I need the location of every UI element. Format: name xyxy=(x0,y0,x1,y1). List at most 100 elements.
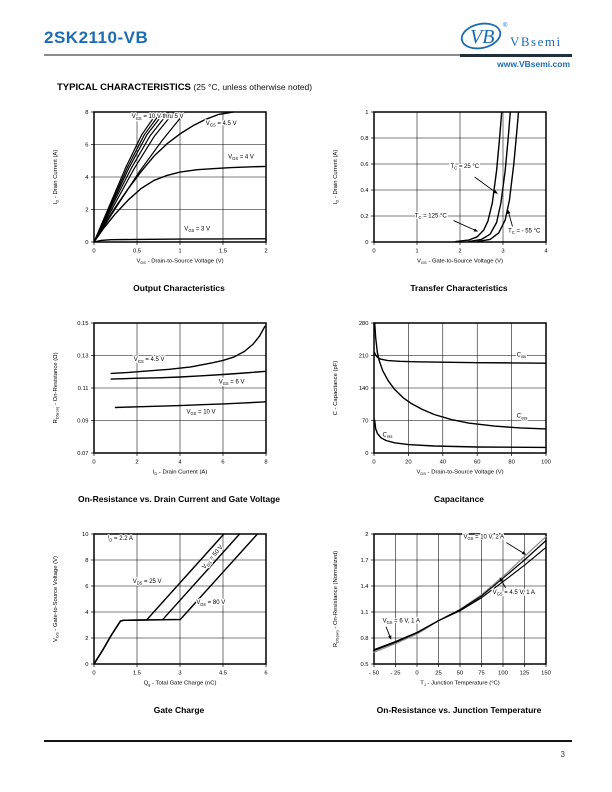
x-tick-label: - 50 xyxy=(369,671,379,677)
x-tick-label: 3 xyxy=(501,249,504,255)
x-tick-label: 0 xyxy=(92,249,95,255)
x-tick-label: 125 xyxy=(520,671,530,677)
y-axis-label: RDS(on) - On-Resistance (Ω) xyxy=(53,352,60,423)
series-group xyxy=(93,533,259,665)
y-tick-label: 0.07 xyxy=(77,451,88,457)
chart-on-resistance-vs-junction-temperature: - 50 - 25 0 25 50 75 100 125 150 0.5 0.8 1.1 1.4 1.7 2… xyxy=(326,526,566,715)
y-tick-label: 0.6 xyxy=(360,162,368,168)
section-heading: TYPICAL CHARACTERISTICS (25 °C, unless o… xyxy=(57,82,312,93)
x-axis-label: VDS - Drain-to-Source Voltage (V) xyxy=(136,259,223,266)
chart-canvas-on-resistance-vs-junction-temperature: - 50 - 25 0 25 50 75 100 125 150 0.5 0.8 1.1 1.4 1.7 2… xyxy=(326,526,566,698)
y-tick-label: 0.5 xyxy=(360,662,368,668)
series-ciss xyxy=(373,352,547,364)
arrowhead-icon xyxy=(499,577,504,582)
annotations: VGS = 4.5 V VGS = 6 V VGS = 10 V xyxy=(132,356,245,417)
logo-brand-text: VBsemi xyxy=(510,34,562,49)
y-tick-label: 0.11 xyxy=(78,386,89,392)
series-coss xyxy=(374,322,547,430)
curve-label: VGS = 3 V xyxy=(184,226,210,233)
series-vgs-6v-line5 xyxy=(93,111,175,243)
chart-svg-capacitance: 0 20 40 60 80 100 0 70 140 210 280 VDS - Drain-to-S… xyxy=(333,321,551,476)
x-tick-label: 3 xyxy=(178,671,181,677)
curve-label: Ciss xyxy=(517,352,526,359)
y-tick-label: 0.4 xyxy=(360,188,369,194)
x-tick-label: 0 xyxy=(92,671,95,677)
y-tick-label: 4 xyxy=(85,175,89,181)
y-tick-label: 280 xyxy=(359,321,369,327)
x-tick-label: 1 xyxy=(415,249,418,255)
curve-label: TC = 25 °C xyxy=(451,164,480,171)
y-tick-label: 0.09 xyxy=(77,419,88,425)
y-axis-label: RDS(on) - On-Resistance (Normalized) xyxy=(333,551,340,648)
x-tick-label: 1 xyxy=(178,249,181,255)
chart-title-output-characteristics: Output Characteristics xyxy=(133,283,225,293)
chart-gate-charge: 0 1.5 3 4.5 6 0 2 4 6 8 10 Qg - Total Gate Charge (… xyxy=(46,526,286,715)
registered-mark-icon: ® xyxy=(503,22,508,29)
y-tick-label: 2 xyxy=(365,532,368,538)
y-tick-label: 0.8 xyxy=(360,136,368,142)
series-vgs-4-5v xyxy=(93,111,234,243)
series-tc-55c xyxy=(476,111,520,243)
x-tick-label: 0 xyxy=(372,460,375,466)
x-axis-label: Qg - Total Gate Charge (nC) xyxy=(144,681,217,688)
annotations: ID = 2.2 A VDS = 25 V VDS = 50 V VDS = 80 V xyxy=(106,535,226,609)
series-group xyxy=(110,325,267,409)
grid-lines xyxy=(374,323,546,453)
arrowhead-icon xyxy=(521,551,527,555)
curve-label: VGS = 4.5 V, 1 A xyxy=(493,590,535,597)
series-tc-125c xyxy=(455,111,503,243)
chart-svg-on-resistance-vs-drain-current: 0 2 4 6 8 0.07 0.09 0.11 0.13 0.15 ID - Drain Curr… xyxy=(53,321,268,477)
y-tick-label: 2 xyxy=(85,636,88,642)
series-group xyxy=(373,536,547,653)
curve-label: Crss xyxy=(383,432,393,439)
header-rule xyxy=(44,54,572,57)
grid-lines xyxy=(374,112,546,242)
y-tick-label: 4 xyxy=(85,610,89,616)
chart-capacitance: 0 20 40 60 80 100 0 70 140 210 280 VDS - Drain-to-S… xyxy=(326,315,566,504)
y-tick-label: 1.1 xyxy=(360,610,368,616)
tick-marks xyxy=(91,322,267,456)
y-tick-label: 70 xyxy=(362,419,368,425)
x-tick-label: 0 xyxy=(92,460,95,466)
arrowhead-icon xyxy=(493,190,498,194)
x-tick-label: 4.5 xyxy=(219,671,227,677)
x-axis-label: ID - Drain Current (A) xyxy=(153,470,208,477)
page-number: 3 xyxy=(560,750,565,759)
curve-label: ID = 2.2 A xyxy=(108,536,133,543)
chart-output-characteristics: 0 0.5 1 1.5 2 0 2 4 6 8 VDS - Drain-to-Source Volt… xyxy=(46,104,286,293)
x-tick-label: 20 xyxy=(405,460,411,466)
x-tick-label: 1.5 xyxy=(133,671,141,677)
chart-canvas-capacitance: 0 20 40 60 80 100 0 70 140 210 280 VDS - Drain-to-S… xyxy=(326,315,566,487)
chart-canvas-output-characteristics: 0 0.5 1 1.5 2 0 2 4 6 8 VDS - Drain-to-Source Volt… xyxy=(46,104,286,276)
series-vds-80v xyxy=(93,533,259,665)
grid-lines xyxy=(94,112,266,242)
y-tick-label: 8 xyxy=(85,110,88,116)
vbsemi-logo-graphic: VB ® VBsemi xyxy=(460,22,562,50)
logo-rule xyxy=(460,54,572,57)
x-tick-label: 80 xyxy=(508,460,514,466)
annotations: VGS = 10 V, 2 A VGS = 4.5 V, 1 A VGS = 6 V… xyxy=(381,533,536,640)
x-tick-label: 100 xyxy=(498,671,508,677)
y-tick-label: 10 xyxy=(82,532,88,538)
series-group xyxy=(93,111,267,243)
grid-lines xyxy=(374,534,546,664)
curve-label: VDS = 25 V xyxy=(133,579,162,586)
part-number-title: 2SK2110-VB xyxy=(44,28,149,47)
chart-svg-output-characteristics: 0 0.5 1 1.5 2 0 2 4 6 8 VDS - Drain-to-Source Volt… xyxy=(53,110,268,266)
x-tick-label: 0 xyxy=(415,671,418,677)
logo-ellipse-icon xyxy=(460,22,502,50)
x-tick-label: 0.5 xyxy=(133,249,141,255)
annotations: Ciss Coss Crss xyxy=(381,351,528,440)
arrowhead-icon xyxy=(473,228,479,232)
curve-label: VGS = 10 V thru 5 V xyxy=(132,114,184,121)
y-tick-label: 0.8 xyxy=(360,636,368,642)
y-axis-label: ID - Drain Current (A) xyxy=(53,150,60,205)
tick-marks xyxy=(371,111,547,245)
y-tick-label: 210 xyxy=(359,354,369,360)
chart-canvas-transfer-characteristics: 0 1 2 3 4 0 0.2 0.4 0.6 0.8 1 VGS - Gate-to-Source … xyxy=(326,104,566,276)
chart-title-on-resistance-vs-drain-current: On-Resistance vs. Drain Current and Gate… xyxy=(77,494,280,504)
curve-label: VDS = 50 V xyxy=(201,544,225,570)
y-axis-label: C - Capacitance (pF) xyxy=(333,361,339,416)
curve-label: Coss xyxy=(517,414,528,421)
arrowhead-icon xyxy=(507,209,511,215)
